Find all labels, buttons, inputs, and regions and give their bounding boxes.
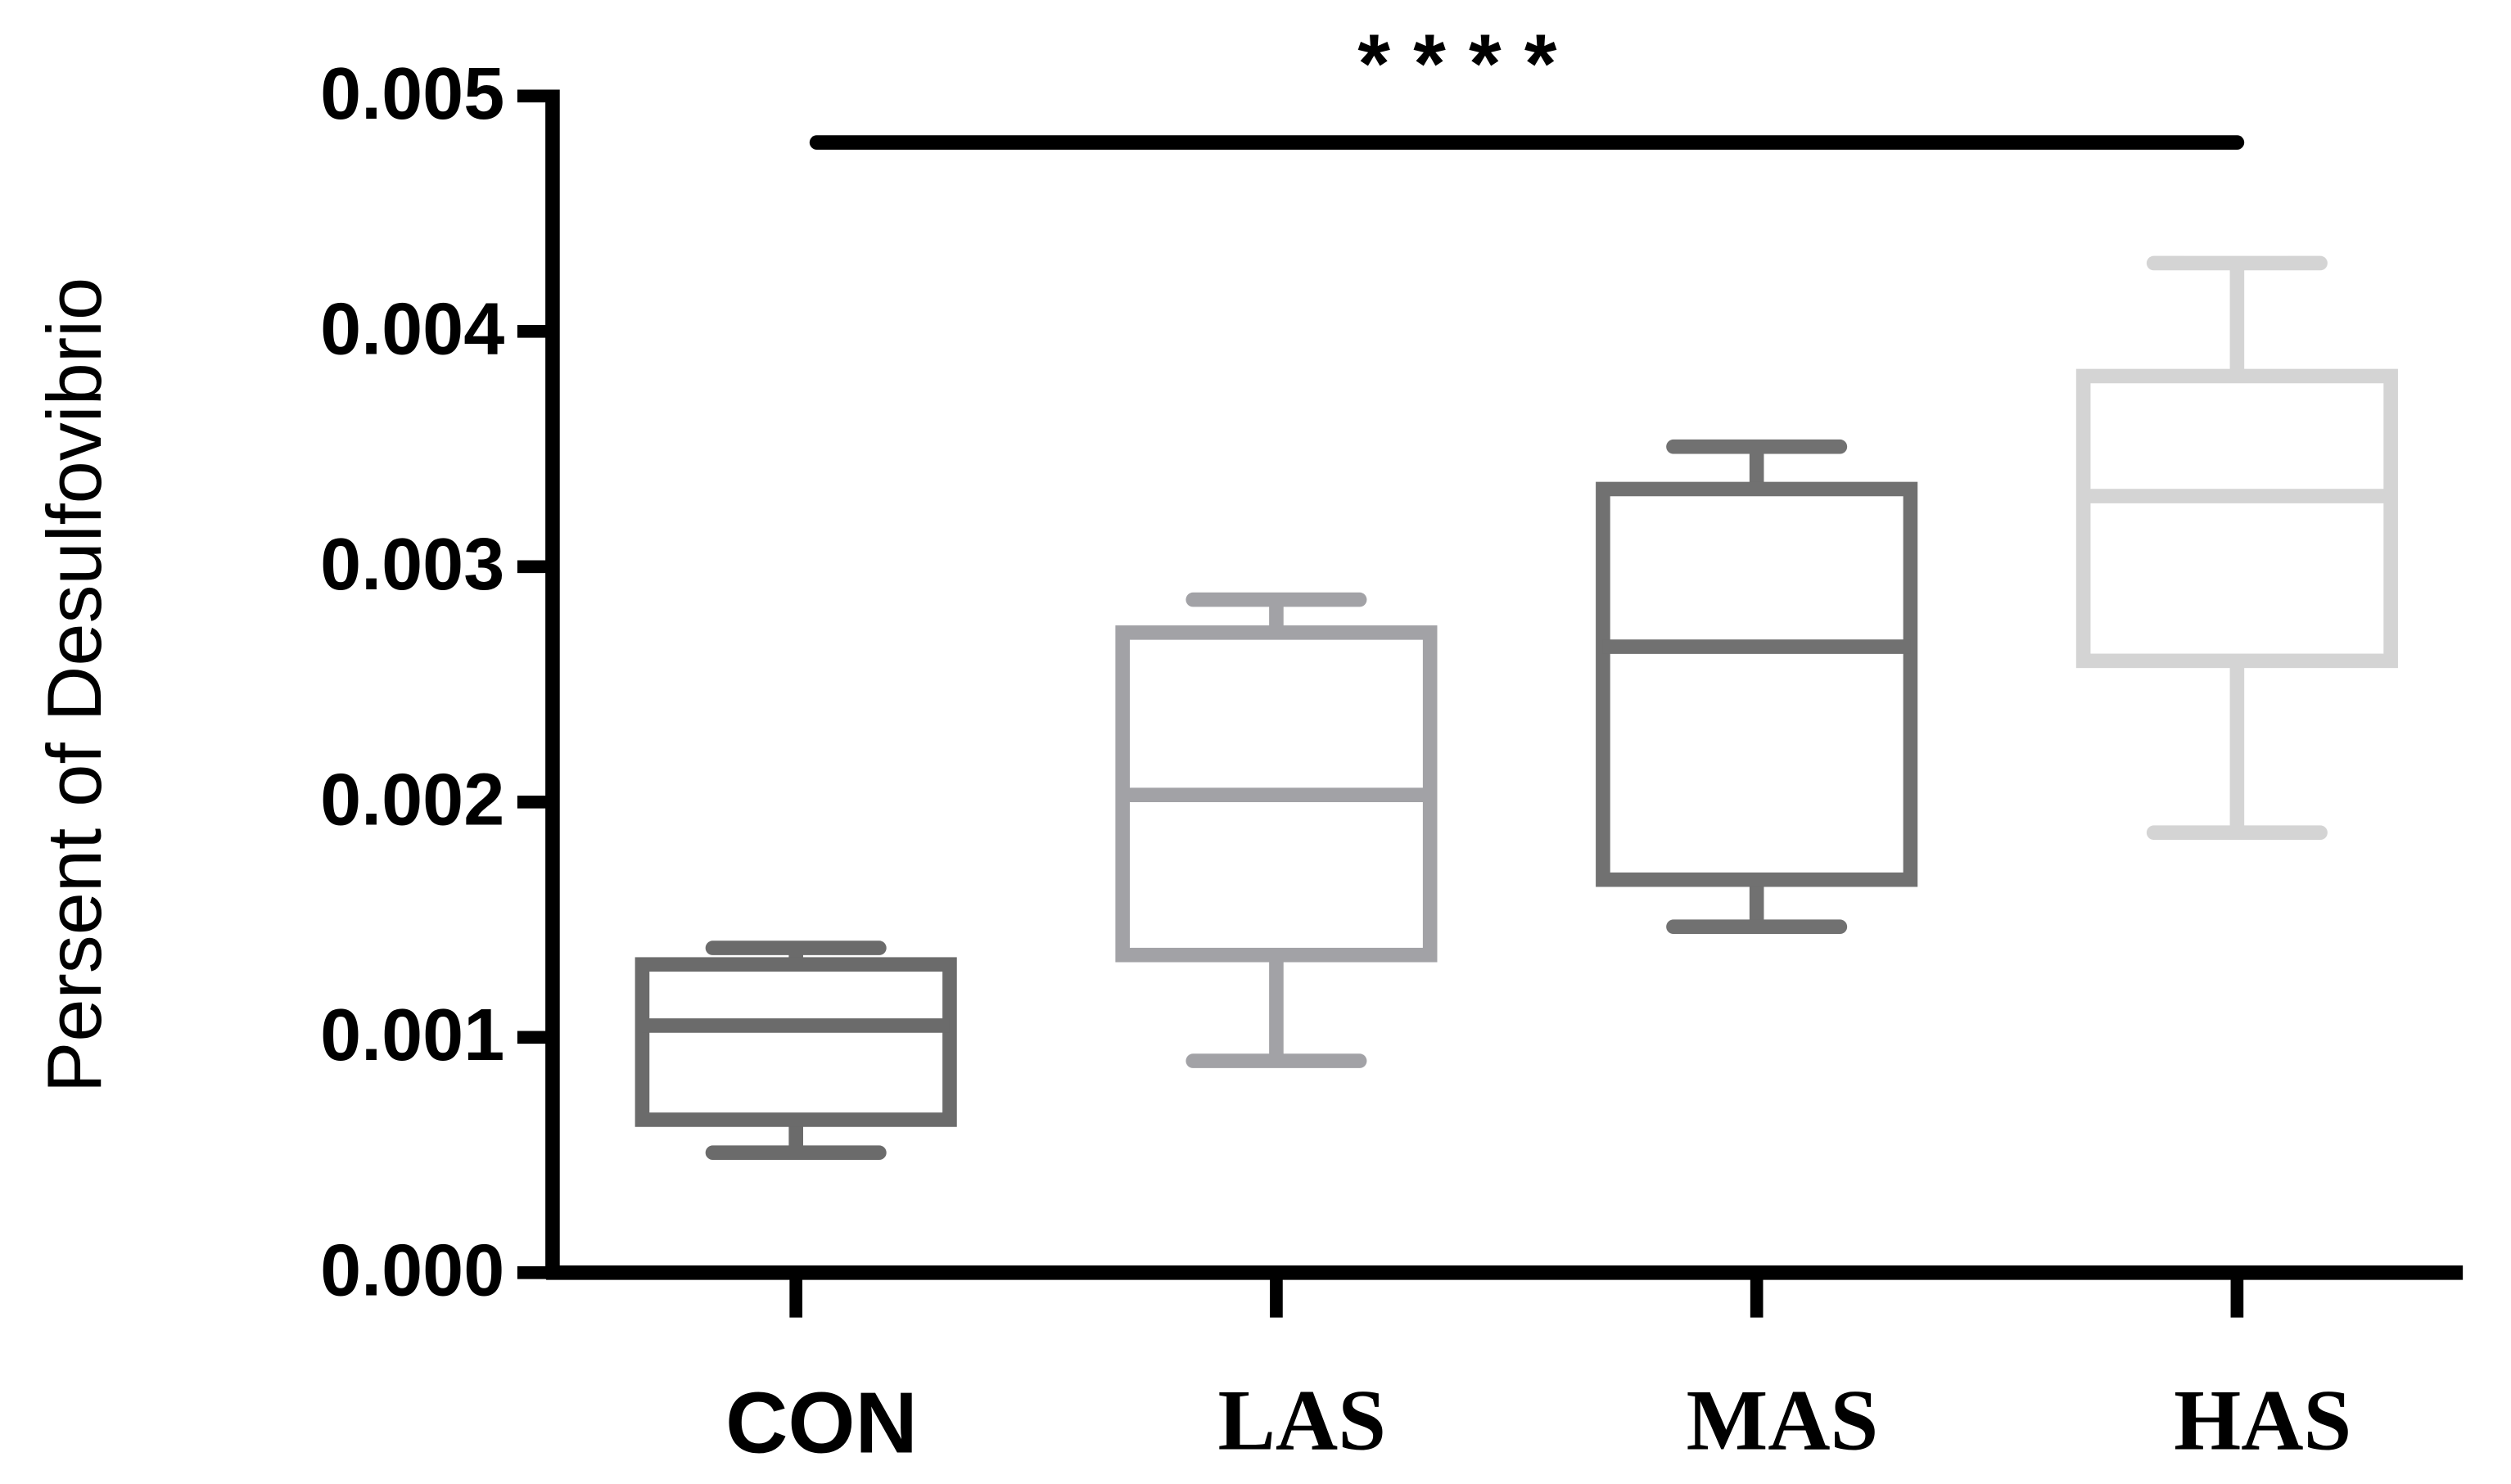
box [635, 957, 957, 1127]
y-tick-label: 0.005 [320, 53, 504, 135]
significance-label: * * * * [1357, 17, 1556, 111]
y-tick-label: 0.002 [320, 760, 504, 841]
y-tick-label: 0.001 [320, 995, 504, 1076]
y-tick-label: 0.000 [320, 1230, 504, 1312]
y-axis-label: Persent of Desulfovibrio [31, 277, 117, 1093]
y-tick-label: 0.004 [320, 289, 504, 371]
x-tick-label: HAS [2174, 1373, 2351, 1468]
y-tick-label: 0.003 [320, 524, 504, 606]
x-tick-label: MAS [1687, 1373, 1879, 1468]
box [2075, 368, 2398, 669]
x-tick-label: LAS [1217, 1373, 1385, 1468]
box [1596, 481, 1918, 887]
x-tick-label: CON [725, 1374, 918, 1471]
